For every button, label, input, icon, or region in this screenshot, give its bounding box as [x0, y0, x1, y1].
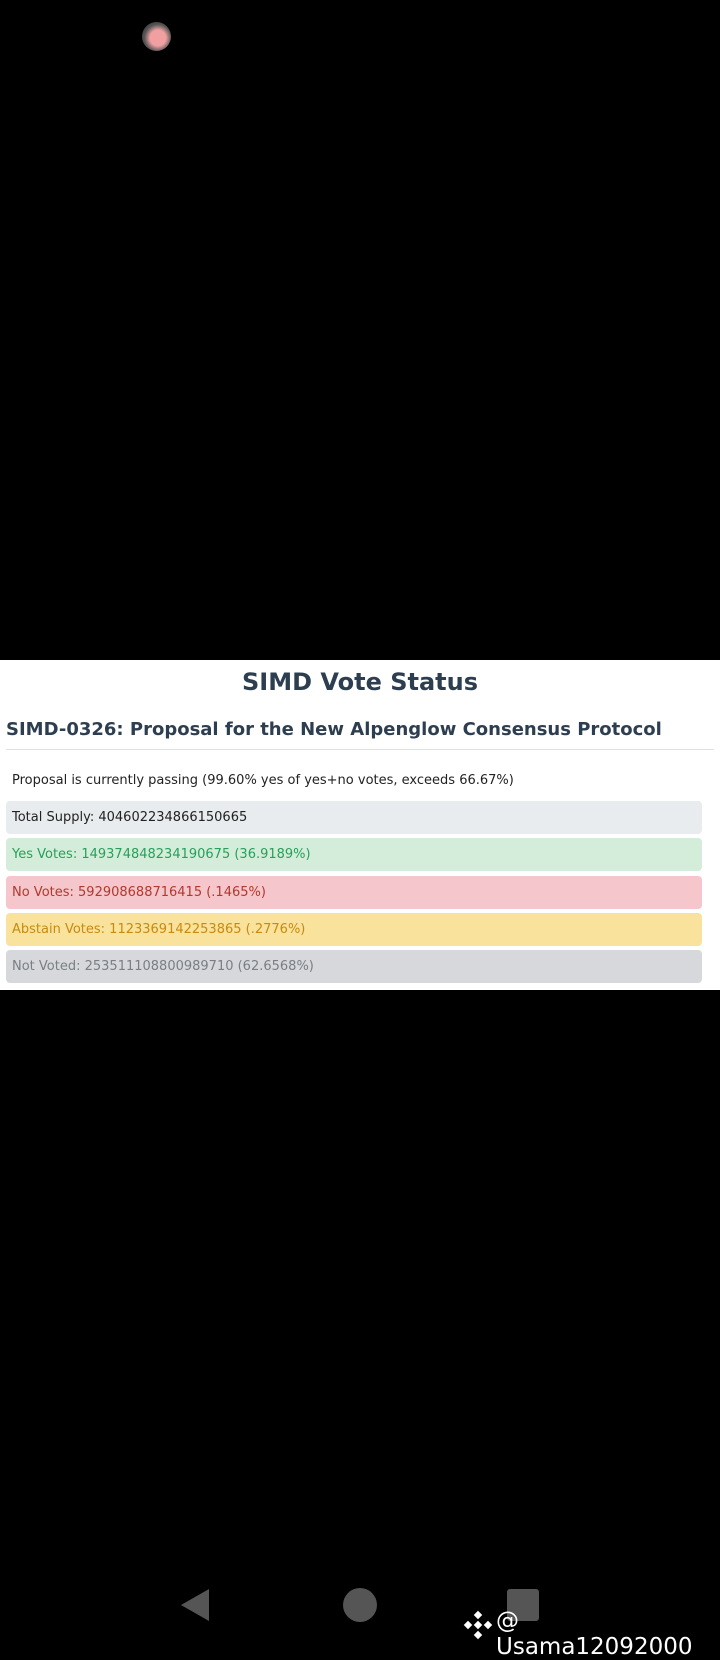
no-votes: No Votes: 592908688716415 (.1465%) — [6, 876, 702, 909]
home-button[interactable] — [340, 1585, 380, 1625]
logo-icon — [463, 1610, 493, 1640]
yes-votes: Yes Votes: 149374848234190675 (36.9189%) — [6, 838, 702, 871]
proposal-title: SIMD-0326: Proposal for the New Alpenglo… — [6, 719, 714, 750]
not-voted: Not Voted: 253511108800989710 (62.6568%) — [6, 950, 702, 983]
back-button[interactable] — [175, 1585, 215, 1625]
total-supply: Total Supply: 404602234866150665 — [6, 801, 702, 834]
avatar[interactable] — [142, 22, 171, 51]
abstain-votes: Abstain Votes: 1123369142253865 (.2776%) — [6, 913, 702, 946]
vote-panel: SIMD Vote Status SIMD-0326: Proposal for… — [0, 660, 720, 990]
status-text: Proposal is currently passing (99.60% ye… — [12, 773, 514, 788]
page-title: SIMD Vote Status — [241, 668, 479, 696]
watermark: @ Usama12092000 — [496, 1608, 693, 1660]
recents-button[interactable] — [503, 1585, 543, 1625]
